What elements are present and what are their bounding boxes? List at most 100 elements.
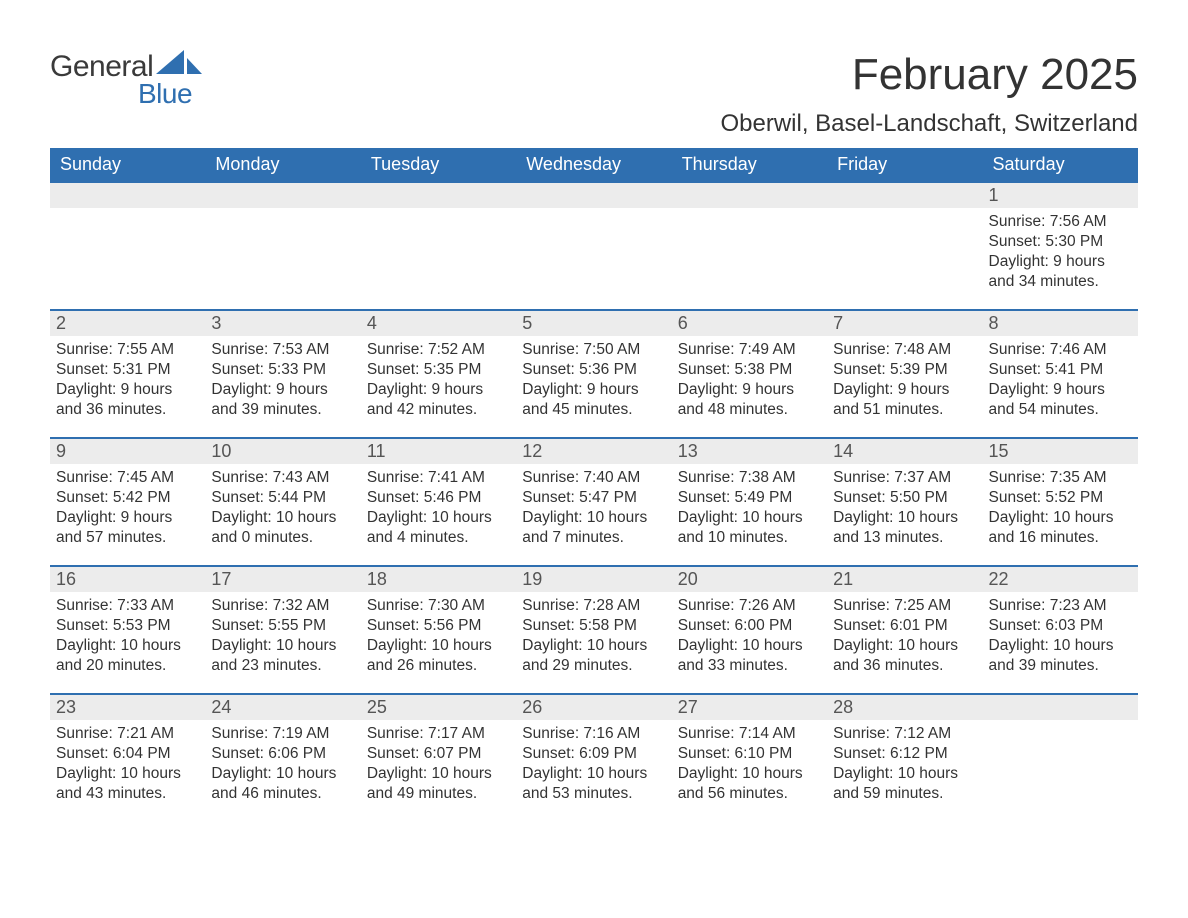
day-info-line: Daylight: 9 hours: [56, 508, 199, 528]
day-info-line: Daylight: 10 hours: [367, 508, 510, 528]
day-info-line: and 43 minutes.: [56, 784, 199, 804]
day-cell: Sunrise: 7:53 AMSunset: 5:33 PMDaylight:…: [205, 336, 360, 435]
day-content: Sunrise: 7:14 AMSunset: 6:10 PMDaylight:…: [672, 720, 827, 819]
day-info-line: Sunset: 5:53 PM: [56, 616, 199, 636]
day-info-line: Sunrise: 7:56 AM: [989, 212, 1132, 232]
sail-icon: [156, 50, 202, 81]
day-info-line: Daylight: 9 hours: [678, 380, 821, 400]
day-content: Sunrise: 7:41 AMSunset: 5:46 PMDaylight:…: [361, 464, 516, 563]
day-info-line: Daylight: 10 hours: [211, 636, 354, 656]
day-number: 18: [361, 567, 516, 592]
day-info-line: Sunrise: 7:49 AM: [678, 340, 821, 360]
day-number-strip: 16171819202122: [50, 567, 1138, 592]
day-info-line: Sunrise: 7:53 AM: [211, 340, 354, 360]
day-info-line: Sunset: 6:06 PM: [211, 744, 354, 764]
day-cell: Sunrise: 7:23 AMSunset: 6:03 PMDaylight:…: [983, 592, 1138, 691]
day-info-line: Sunset: 5:50 PM: [833, 488, 976, 508]
day-cell: Sunrise: 7:49 AMSunset: 5:38 PMDaylight:…: [672, 336, 827, 435]
day-info-line: Daylight: 10 hours: [678, 764, 821, 784]
day-content: Sunrise: 7:52 AMSunset: 5:35 PMDaylight:…: [361, 336, 516, 435]
day-cell: Sunrise: 7:55 AMSunset: 5:31 PMDaylight:…: [50, 336, 205, 435]
day-info-line: Sunrise: 7:55 AM: [56, 340, 199, 360]
day-content: Sunrise: 7:23 AMSunset: 6:03 PMDaylight:…: [983, 592, 1138, 691]
day-info-line: Sunset: 5:49 PM: [678, 488, 821, 508]
weekday-header-cell: Tuesday: [361, 148, 516, 181]
day-info-line: Sunrise: 7:25 AM: [833, 596, 976, 616]
day-info-line: Daylight: 10 hours: [522, 764, 665, 784]
weekday-header-cell: Thursday: [672, 148, 827, 181]
day-info-line: Sunset: 5:46 PM: [367, 488, 510, 508]
day-info-line: and 49 minutes.: [367, 784, 510, 804]
day-cell: Sunrise: 7:25 AMSunset: 6:01 PMDaylight:…: [827, 592, 982, 691]
day-number: 21: [827, 567, 982, 592]
day-info-line: and 59 minutes.: [833, 784, 976, 804]
day-number: 15: [983, 439, 1138, 464]
day-number: 3: [205, 311, 360, 336]
day-info-line: and 34 minutes.: [989, 272, 1132, 292]
day-info-line: Daylight: 10 hours: [678, 508, 821, 528]
day-info-line: and 51 minutes.: [833, 400, 976, 420]
day-cell: [361, 208, 516, 307]
day-info-line: Sunset: 5:47 PM: [522, 488, 665, 508]
day-info-line: Sunset: 5:44 PM: [211, 488, 354, 508]
day-cell: Sunrise: 7:48 AMSunset: 5:39 PMDaylight:…: [827, 336, 982, 435]
day-cell: Sunrise: 7:43 AMSunset: 5:44 PMDaylight:…: [205, 464, 360, 563]
logo-word-blue: Blue: [138, 78, 202, 110]
day-cell: Sunrise: 7:46 AMSunset: 5:41 PMDaylight:…: [983, 336, 1138, 435]
day-info-line: Sunrise: 7:37 AM: [833, 468, 976, 488]
day-cell: Sunrise: 7:21 AMSunset: 6:04 PMDaylight:…: [50, 720, 205, 819]
day-info-line: Sunset: 5:38 PM: [678, 360, 821, 380]
day-info-line: and 0 minutes.: [211, 528, 354, 548]
day-info-line: and 29 minutes.: [522, 656, 665, 676]
day-info-line: Sunrise: 7:41 AM: [367, 468, 510, 488]
day-info-line: and 56 minutes.: [678, 784, 821, 804]
day-info-line: Sunrise: 7:16 AM: [522, 724, 665, 744]
day-cell: [516, 208, 671, 307]
day-info-line: Sunset: 5:55 PM: [211, 616, 354, 636]
day-info-line: Sunrise: 7:17 AM: [367, 724, 510, 744]
day-info-line: and 57 minutes.: [56, 528, 199, 548]
day-info-line: Daylight: 10 hours: [367, 764, 510, 784]
day-cell: Sunrise: 7:28 AMSunset: 5:58 PMDaylight:…: [516, 592, 671, 691]
day-cell: [50, 208, 205, 307]
day-content: Sunrise: 7:35 AMSunset: 5:52 PMDaylight:…: [983, 464, 1138, 563]
day-number: 27: [672, 695, 827, 720]
day-info-line: Daylight: 10 hours: [989, 636, 1132, 656]
day-number: 8: [983, 311, 1138, 336]
day-info-line: and 54 minutes.: [989, 400, 1132, 420]
day-number: 2: [50, 311, 205, 336]
location-subtitle: Oberwil, Basel-Landschaft, Switzerland: [720, 110, 1138, 138]
day-content: Sunrise: 7:43 AMSunset: 5:44 PMDaylight:…: [205, 464, 360, 563]
day-info-line: and 13 minutes.: [833, 528, 976, 548]
week-row: 232425262728Sunrise: 7:21 AMSunset: 6:04…: [50, 693, 1138, 821]
day-info-line: and 33 minutes.: [678, 656, 821, 676]
day-cell: Sunrise: 7:16 AMSunset: 6:09 PMDaylight:…: [516, 720, 671, 819]
day-number: 10: [205, 439, 360, 464]
day-content: Sunrise: 7:33 AMSunset: 5:53 PMDaylight:…: [50, 592, 205, 691]
day-info-line: Sunrise: 7:23 AM: [989, 596, 1132, 616]
day-cell: Sunrise: 7:52 AMSunset: 5:35 PMDaylight:…: [361, 336, 516, 435]
day-info-line: Daylight: 9 hours: [56, 380, 199, 400]
day-number-strip: 1: [50, 183, 1138, 208]
page-header: General Blue February 2025 Oberwil, Base…: [50, 50, 1138, 138]
day-cell: Sunrise: 7:45 AMSunset: 5:42 PMDaylight:…: [50, 464, 205, 563]
day-cell: Sunrise: 7:14 AMSunset: 6:10 PMDaylight:…: [672, 720, 827, 819]
day-cell: Sunrise: 7:56 AMSunset: 5:30 PMDaylight:…: [983, 208, 1138, 307]
day-number-strip: 9101112131415: [50, 439, 1138, 464]
day-info-line: and 36 minutes.: [833, 656, 976, 676]
weekday-header-cell: Saturday: [983, 148, 1138, 181]
day-content-row: Sunrise: 7:45 AMSunset: 5:42 PMDaylight:…: [50, 464, 1138, 563]
day-number: 13: [672, 439, 827, 464]
day-number: [672, 183, 827, 208]
day-number-strip: 232425262728: [50, 695, 1138, 720]
day-cell: Sunrise: 7:12 AMSunset: 6:12 PMDaylight:…: [827, 720, 982, 819]
day-info-line: Sunrise: 7:43 AM: [211, 468, 354, 488]
day-cell: [205, 208, 360, 307]
day-info-line: Sunrise: 7:19 AM: [211, 724, 354, 744]
day-info-line: Daylight: 10 hours: [367, 636, 510, 656]
day-number: [205, 183, 360, 208]
day-number: 23: [50, 695, 205, 720]
day-info-line: Sunrise: 7:32 AM: [211, 596, 354, 616]
day-content: Sunrise: 7:56 AMSunset: 5:30 PMDaylight:…: [983, 208, 1138, 307]
weekday-header-cell: Monday: [205, 148, 360, 181]
